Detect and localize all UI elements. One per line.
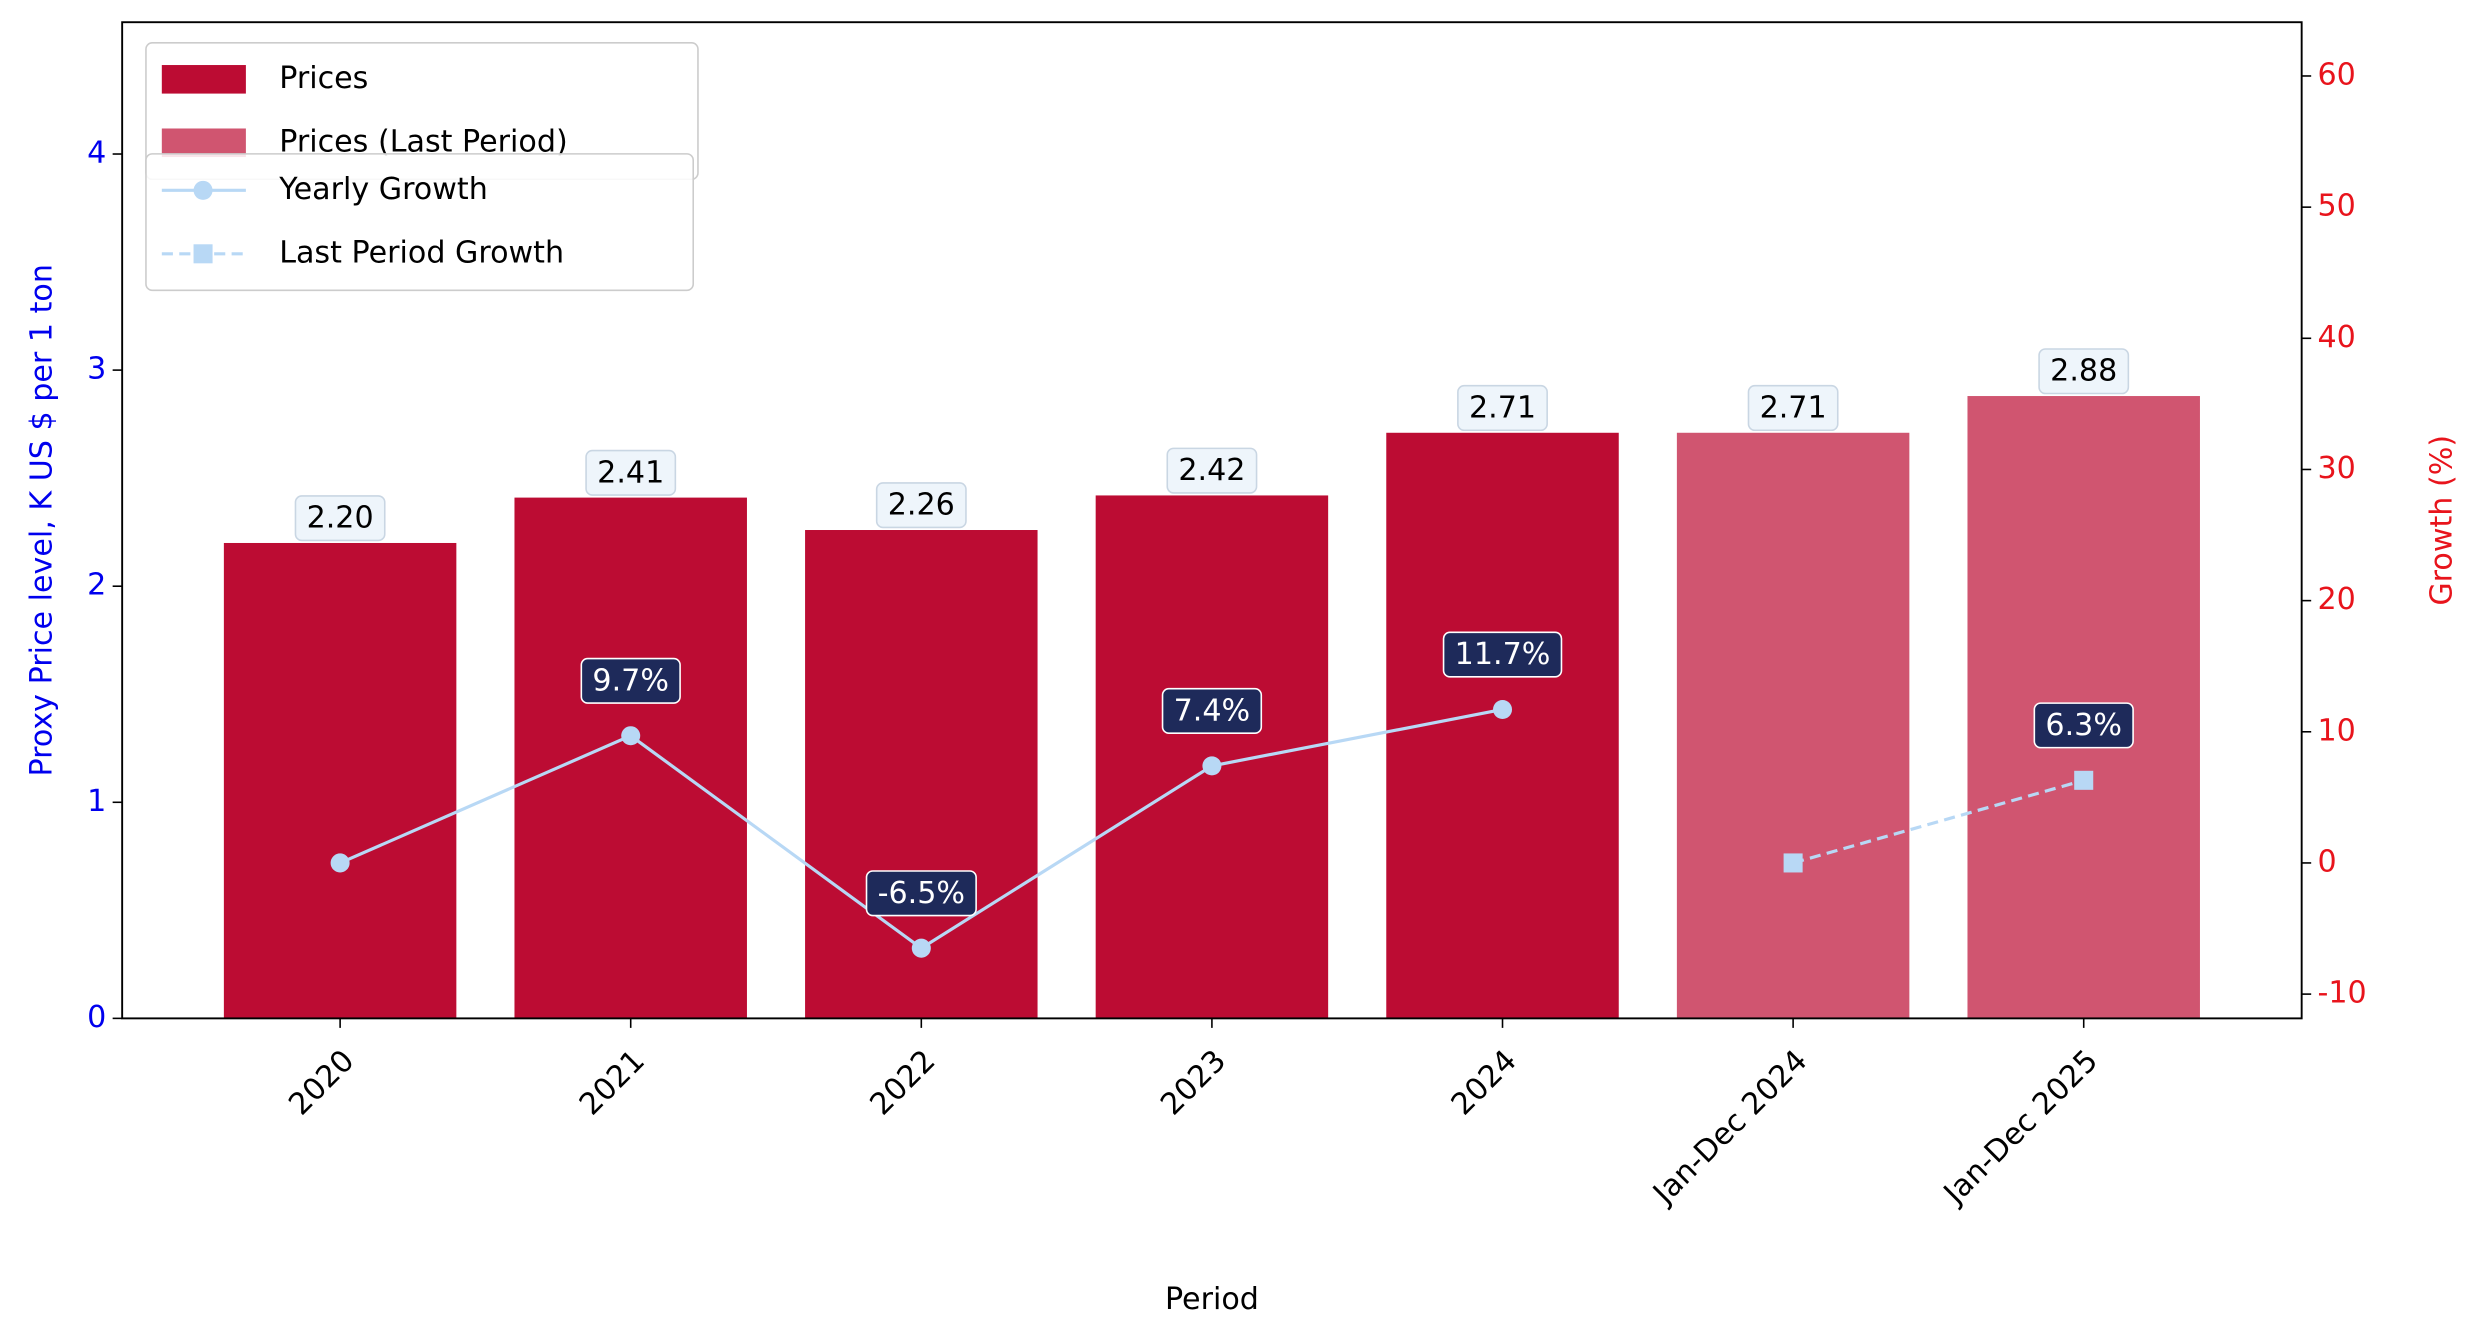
marker [911, 938, 931, 958]
bar-label: 2.88 [2050, 354, 2117, 389]
label-box [875, 482, 967, 529]
y-tick-label: 4 [87, 136, 106, 171]
label-box [1442, 631, 1563, 678]
x-tick-label: 2021 [573, 1043, 652, 1122]
bar [223, 542, 457, 1019]
bar-label: 2.26 [888, 488, 955, 523]
legend-marker [193, 244, 213, 264]
y2-axis-label: Growth (%) [2424, 435, 2459, 606]
marker [330, 853, 350, 873]
marker [1492, 699, 1513, 720]
label-box [1161, 687, 1263, 735]
bar-label: 2.20 [307, 501, 374, 536]
growth-line [1792, 778, 2085, 865]
y2-tick-label: 30 [2318, 451, 2356, 486]
y2-tick-label: 40 [2318, 320, 2356, 355]
legend-label: Yearly Growth [278, 172, 488, 207]
y2-tick-label: 10 [2318, 713, 2356, 748]
bar-label: 2.71 [1469, 390, 1536, 425]
legend-label: Prices [279, 61, 368, 96]
plot-frame [121, 21, 2303, 1020]
y2-tick-label: 0 [2318, 844, 2337, 879]
growth-label: 7.4% [1174, 693, 1251, 728]
marker [621, 726, 641, 746]
x-tick-label: Jan-Dec 2025 [1936, 1043, 2105, 1212]
marker [1783, 853, 1803, 873]
label-box [1457, 384, 1548, 432]
label-box [580, 657, 681, 704]
x-tick-label: 2024 [1445, 1043, 1524, 1122]
legend-swatch [161, 128, 246, 158]
bar [805, 530, 1038, 1019]
label-box [1166, 447, 1258, 494]
bar-label: 2.41 [597, 455, 664, 490]
x-axis-label: Period [1165, 1282, 1259, 1317]
label-box [2038, 348, 2130, 395]
label-box [294, 495, 386, 542]
y-tick-label: 2 [87, 568, 106, 603]
y-tick-label: 0 [87, 1000, 106, 1035]
marker [2074, 770, 2094, 790]
growth-label: -6.5% [878, 876, 965, 911]
growth-label: 11.7% [1455, 637, 1551, 672]
bar-label: 2.71 [1760, 390, 1827, 425]
bar [1676, 432, 1910, 1019]
label-box [585, 449, 677, 496]
x-tick-label: 2022 [864, 1043, 943, 1122]
legend-box [145, 153, 695, 292]
legend-swatch [161, 65, 246, 94]
growth-label: 6.3% [2045, 708, 2122, 743]
x-tick-label: Jan-Dec 2024 [1645, 1043, 1814, 1212]
y-axis-label: Proxy Price level, K US $ per 1 ton [24, 264, 59, 776]
bar [514, 497, 747, 1019]
y2-tick-label: -10 [2318, 976, 2367, 1011]
y-tick-label: 1 [87, 784, 106, 819]
bar-label: 2.42 [1178, 453, 1245, 488]
y2-tick-label: 50 [2318, 189, 2356, 224]
y2-tick-label: 20 [2318, 582, 2356, 617]
y-tick-label: 3 [87, 352, 106, 387]
label-box [865, 870, 977, 917]
legend-label: Last Period Growth [279, 235, 564, 270]
growth-label: 9.7% [592, 663, 669, 698]
label-box [2033, 702, 2134, 749]
marker [1202, 756, 1222, 776]
x-tick-label: 2020 [282, 1043, 361, 1122]
x-tick-label: 2023 [1154, 1043, 1233, 1122]
y2-tick-label: 60 [2318, 57, 2356, 92]
label-box [1747, 384, 1839, 432]
legend-marker [193, 180, 213, 200]
